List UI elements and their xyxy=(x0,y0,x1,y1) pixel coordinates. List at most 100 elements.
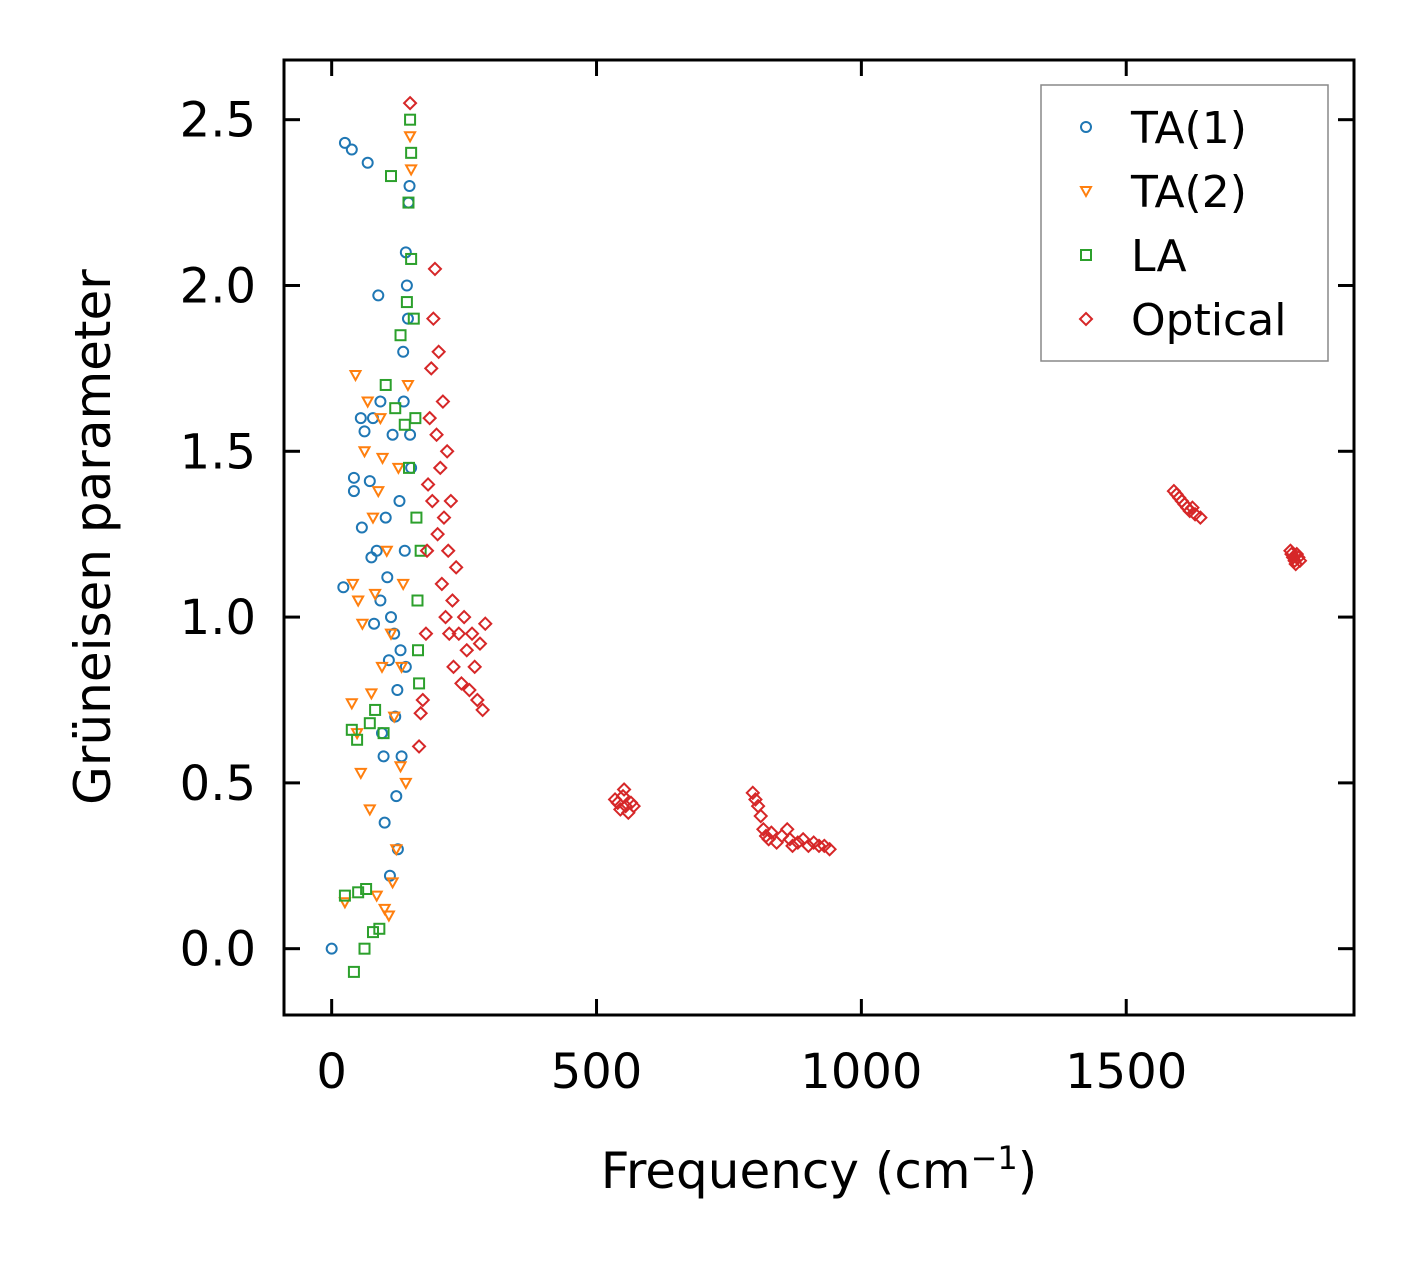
data-point xyxy=(405,146,418,159)
legend-item: TA(2) xyxy=(1079,167,1247,218)
y-tick-label: 2.0 xyxy=(180,258,256,314)
data-point xyxy=(385,611,397,624)
data-point xyxy=(461,682,477,698)
data-point xyxy=(394,329,407,342)
data-point xyxy=(477,616,493,632)
legend-item: LA xyxy=(1080,231,1187,282)
data-point xyxy=(464,626,480,642)
legend-label: TA(1) xyxy=(1130,103,1247,154)
data-point xyxy=(337,581,350,594)
y-tick-label: 0.5 xyxy=(180,756,256,812)
data-point xyxy=(403,461,416,474)
data-points xyxy=(325,95,1308,978)
data-point xyxy=(377,750,390,763)
data-point xyxy=(360,396,375,409)
series-optical xyxy=(402,95,1308,857)
data-point xyxy=(378,816,391,829)
data-point xyxy=(402,95,418,111)
data-point xyxy=(403,131,417,144)
data-point xyxy=(446,659,461,675)
data-point xyxy=(355,521,368,534)
data-point xyxy=(391,462,406,475)
data-point xyxy=(363,717,376,730)
legend-marker xyxy=(1080,249,1092,261)
data-point xyxy=(338,897,352,910)
data-point xyxy=(1292,553,1308,569)
data-point xyxy=(748,792,763,807)
data-point xyxy=(451,626,467,642)
data-point xyxy=(424,493,440,509)
x-tick-label: 0 xyxy=(316,1044,347,1100)
data-point xyxy=(397,395,410,408)
legend-item: TA(1) xyxy=(1080,103,1247,154)
data-point xyxy=(363,475,376,488)
data-point xyxy=(347,471,360,484)
data-point xyxy=(375,661,389,674)
y-tick-label: 1.0 xyxy=(180,590,256,646)
data-point xyxy=(811,838,827,854)
series-ta-1- xyxy=(325,136,418,955)
data-point xyxy=(364,688,379,701)
data-point xyxy=(366,512,380,525)
data-point xyxy=(389,402,402,415)
data-point xyxy=(357,446,372,459)
x-axis-label: Frequency (cm−1) xyxy=(601,1139,1038,1200)
data-point xyxy=(413,705,429,721)
data-point xyxy=(382,654,395,667)
data-point xyxy=(432,460,448,476)
data-point xyxy=(369,890,384,903)
data-point xyxy=(389,844,403,857)
data-point xyxy=(441,626,457,642)
data-point xyxy=(361,156,374,169)
data-point xyxy=(439,443,455,459)
data-point xyxy=(459,642,475,658)
data-point xyxy=(404,428,417,441)
legend-label: Optical xyxy=(1131,295,1286,346)
data-point xyxy=(405,252,418,265)
data-point xyxy=(420,477,436,492)
data-point xyxy=(419,543,435,559)
data-point xyxy=(346,578,360,591)
data-point xyxy=(345,698,359,711)
data-point xyxy=(1289,546,1305,562)
data-point xyxy=(423,360,439,376)
data-point xyxy=(395,750,408,763)
data-point xyxy=(407,312,420,325)
data-point xyxy=(325,942,338,955)
data-point xyxy=(785,838,800,854)
data-point xyxy=(368,617,381,630)
data-point xyxy=(355,618,370,631)
data-point xyxy=(443,493,459,509)
data-point xyxy=(338,136,351,149)
data-point xyxy=(381,571,394,584)
data-point xyxy=(400,296,413,309)
data-point xyxy=(386,428,399,441)
data-point xyxy=(399,777,413,790)
data-point xyxy=(402,196,415,209)
data-point xyxy=(414,544,427,557)
data-point xyxy=(377,727,390,740)
legend-label: TA(2) xyxy=(1130,167,1247,218)
data-point xyxy=(436,510,452,526)
data-point xyxy=(390,790,403,803)
data-point xyxy=(404,164,418,177)
data-point xyxy=(384,628,398,641)
data-point xyxy=(401,379,415,393)
data-point xyxy=(347,965,360,978)
data-point xyxy=(398,544,411,557)
data-point xyxy=(347,485,360,498)
data-point xyxy=(456,609,472,625)
data-point xyxy=(385,170,397,183)
data-point xyxy=(612,801,628,817)
legend-marker xyxy=(1078,311,1094,327)
data-point xyxy=(1192,510,1208,526)
data-point xyxy=(345,143,358,156)
legend-marker xyxy=(1079,186,1093,199)
data-point xyxy=(1290,549,1306,565)
data-point xyxy=(387,711,401,724)
data-point xyxy=(1283,543,1298,559)
x-tick-label: 1500 xyxy=(1065,1044,1187,1100)
y-tick-label: 2.5 xyxy=(180,93,256,149)
data-point xyxy=(403,180,416,193)
